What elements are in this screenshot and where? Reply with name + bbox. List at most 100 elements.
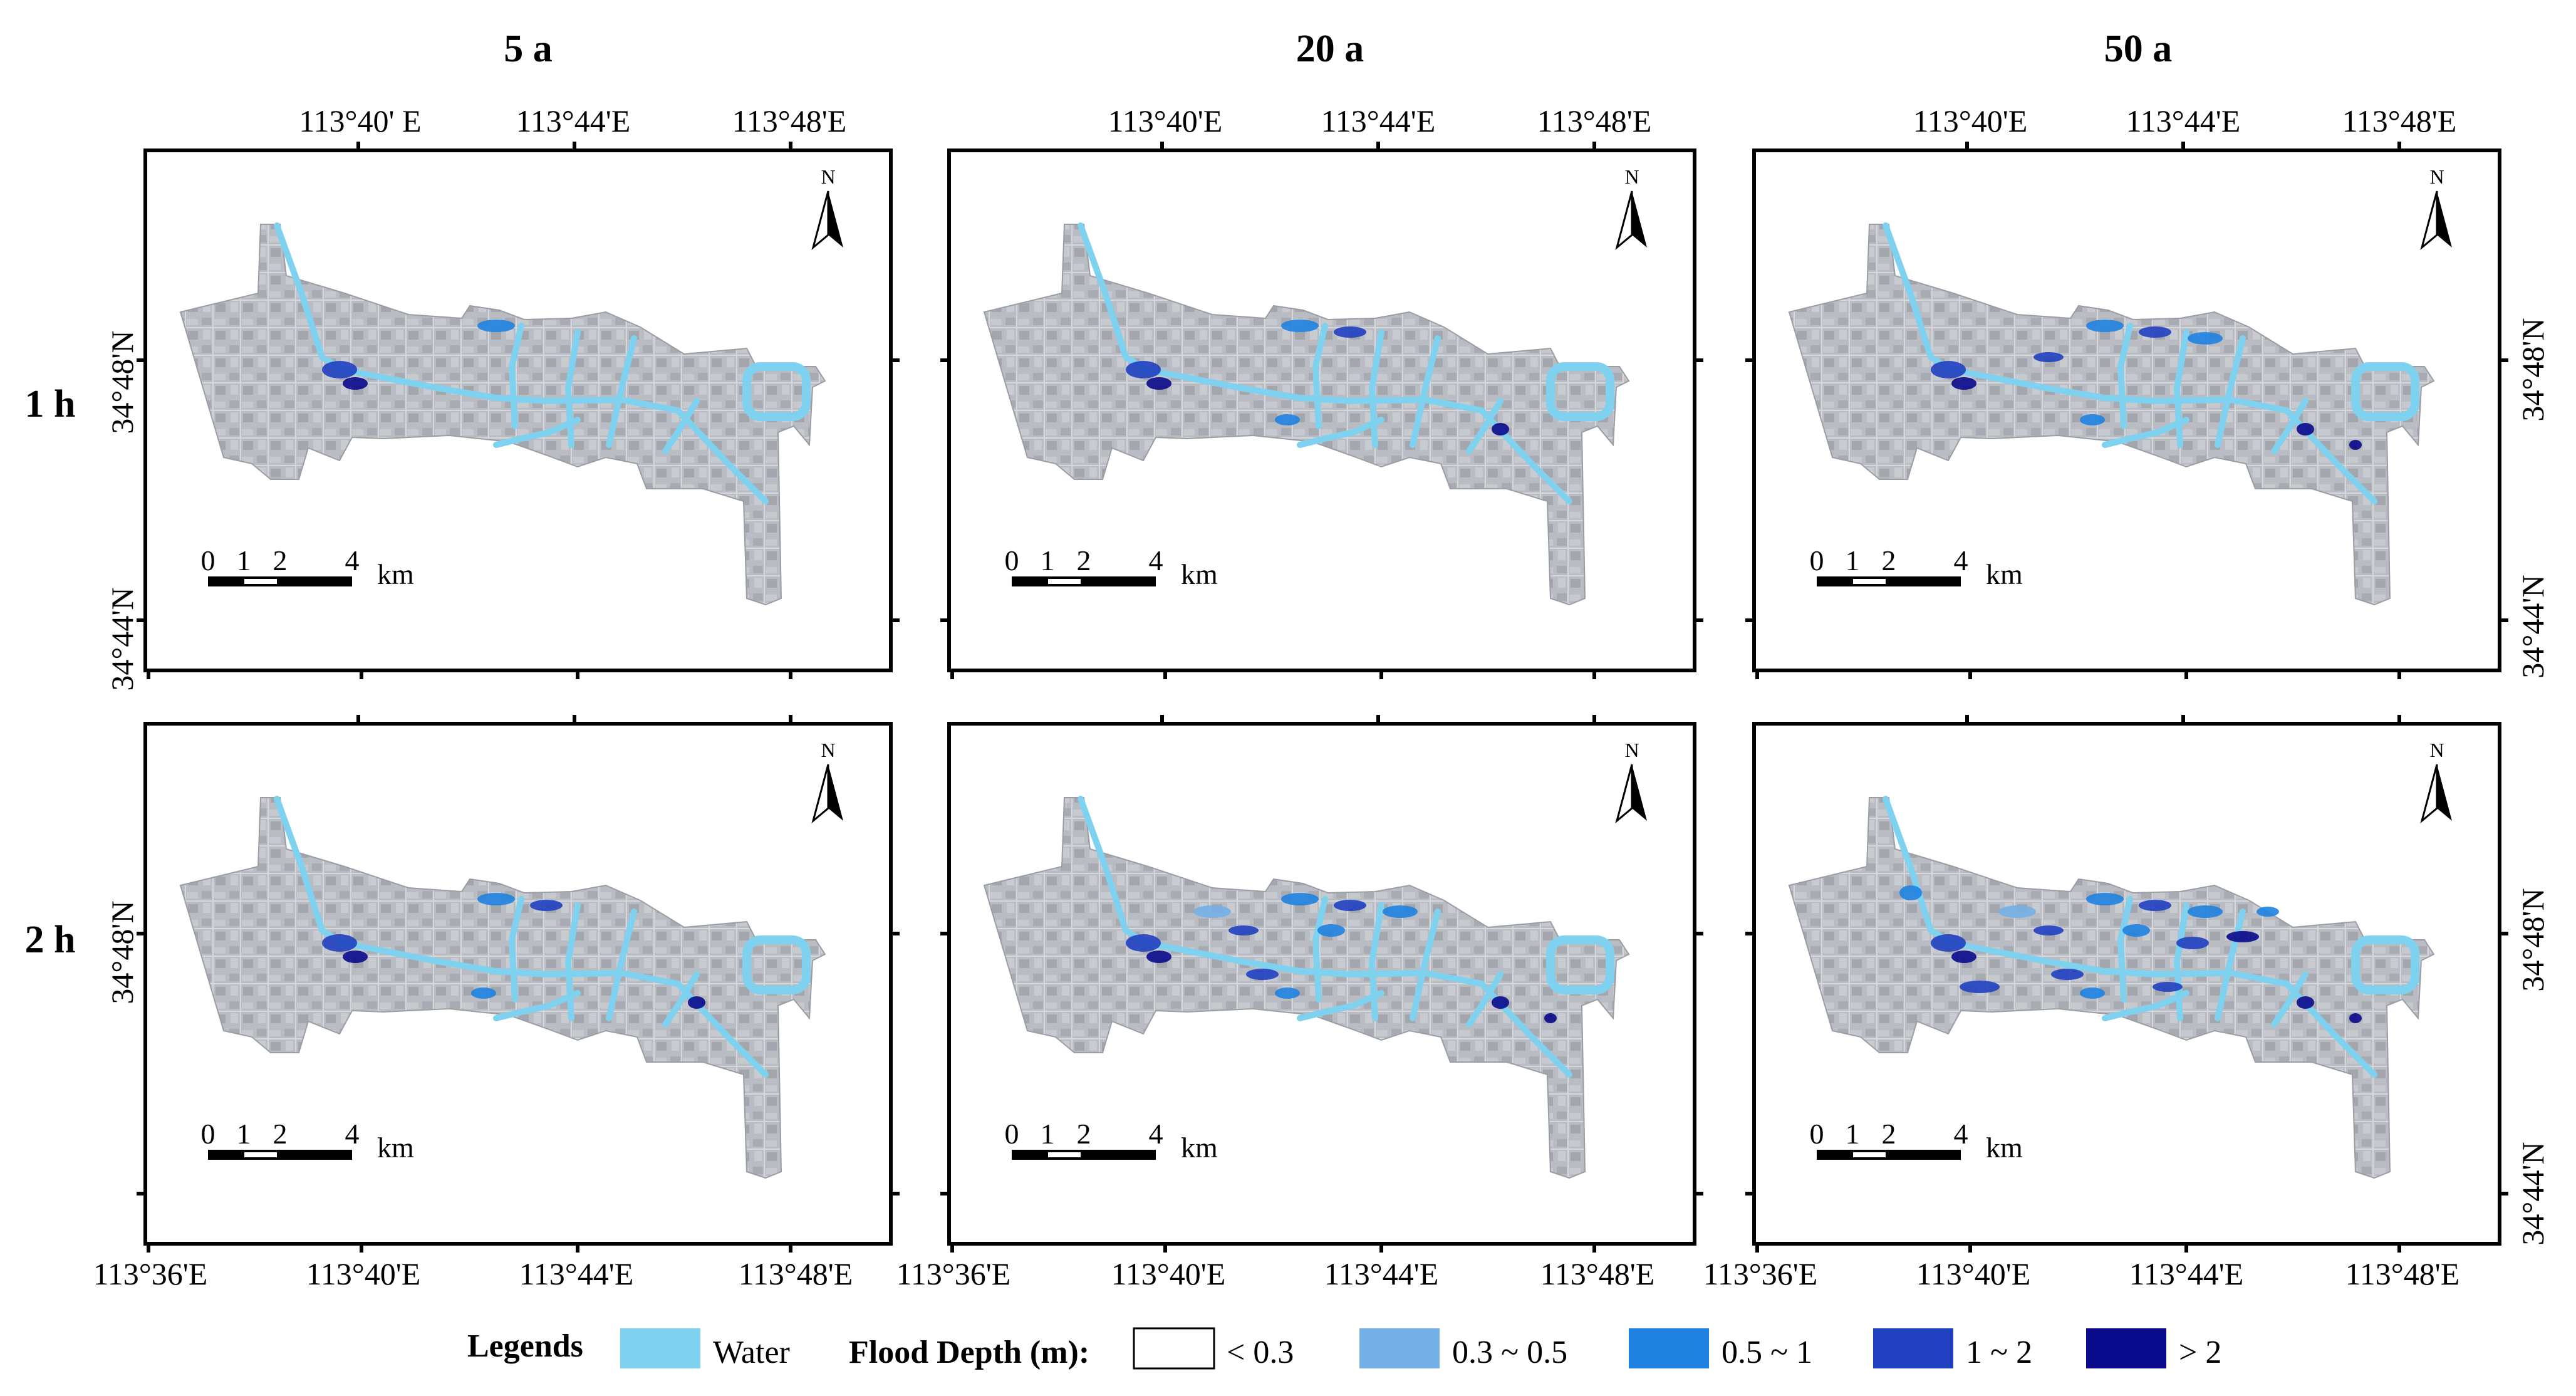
river — [274, 222, 769, 504]
scale-bar: 0 1 2 4 km — [1005, 1118, 1218, 1164]
lat-label: 34°48'N — [105, 330, 140, 434]
river — [662, 971, 700, 1028]
legend-classes: < 0.3 0.3 ~ 0.5 0.5 ~ 1 1 ~ 2 > 2 — [1133, 1327, 2221, 1370]
flood-patch — [1317, 924, 1345, 937]
flood-patch — [1998, 905, 2036, 918]
column-title-5a: 5 a — [504, 28, 553, 70]
legend-class-label: 0.3 ~ 0.5 — [1452, 1335, 1567, 1370]
scale-bar-unit: km — [1181, 1132, 1218, 1164]
map-panel: N 0 1 2 4 km — [137, 715, 900, 1253]
flood-patch — [322, 934, 357, 952]
flood-patch — [1383, 905, 1418, 918]
river — [2117, 896, 2133, 1003]
lon-label: 113°48'E — [1540, 1256, 1655, 1291]
river — [1312, 896, 1328, 1003]
lat-label: 34°48'N — [2515, 318, 2550, 421]
scale-bar: 0 1 2 4 km — [201, 1118, 415, 1164]
river — [1312, 323, 1328, 429]
flood-patch — [2080, 414, 2105, 425]
flood-patch — [1228, 925, 1259, 935]
lake — [1546, 935, 1614, 994]
north-label: N — [2429, 165, 2444, 188]
study-area-imagery — [179, 797, 826, 1179]
legend-class-label: 1 ~ 2 — [1966, 1335, 2032, 1370]
legend-water-label: Water — [713, 1335, 790, 1370]
axis-ticks — [1745, 715, 2508, 1253]
scale-bar-tick: 0 — [201, 1118, 216, 1150]
river — [606, 909, 637, 1021]
legend-swatch — [1629, 1328, 1709, 1368]
flood-patch — [1951, 377, 1976, 390]
top-longitude-labels: 113°40' E 113°44'E 113°48'E 113°40'E 113… — [299, 103, 2456, 138]
river — [2102, 990, 2189, 1021]
river — [2271, 971, 2309, 1028]
flood-patch — [1281, 320, 1319, 332]
scale-bar-tick: 4 — [345, 1118, 360, 1150]
scale-bar-tick: 4 — [1149, 1118, 1163, 1150]
scale-bar-tick: 1 — [1846, 1118, 1860, 1150]
scale-bar-tick: 4 — [345, 544, 360, 576]
river — [493, 417, 581, 448]
scale-bar-tick: 0 — [201, 544, 216, 576]
scale-bar-bar — [1012, 576, 1156, 586]
lon-label: 113°44'E — [2129, 1256, 2244, 1291]
lake — [2351, 935, 2419, 994]
flood-patch — [2188, 332, 2223, 345]
flood-patch — [2033, 352, 2064, 362]
flood-patch — [1899, 885, 1922, 900]
lon-label: 113°40'E — [1111, 1256, 1226, 1291]
lon-label: 113°44'E — [2126, 103, 2241, 138]
river — [509, 896, 524, 1003]
scale-bar-gap — [1853, 1152, 1886, 1157]
north-arrow: N — [811, 739, 843, 824]
flood-patch — [1275, 987, 1300, 999]
river — [1410, 335, 1441, 448]
map-panel: N 0 1 2 4 km — [940, 715, 1703, 1253]
axis-ticks — [137, 715, 900, 1253]
column-title-20a: 20 a — [1296, 28, 1364, 70]
legend-depth-title: Flood Depth (m): — [849, 1335, 1089, 1370]
north-arrow: N — [811, 165, 843, 251]
scale-bar-unit: km — [377, 1132, 414, 1164]
flood-patch — [1960, 981, 2000, 993]
bottom-longitude-labels: 113°36'E 113°40'E 113°44'E 113°48'E 113°… — [93, 1256, 2460, 1291]
lat-label: 34°44'N — [2515, 1142, 2550, 1245]
flood-patch — [2033, 925, 2064, 935]
north-arrow-right — [828, 764, 843, 821]
map-panel: N 0 1 2 4 km — [940, 142, 1703, 679]
flood-patch — [1334, 326, 1366, 338]
flood-patch — [1281, 893, 1319, 905]
river — [662, 398, 700, 454]
flood-patch — [2188, 905, 2223, 918]
scale-bar-gap — [1048, 579, 1081, 584]
scale-bar-tick: 2 — [273, 1118, 288, 1150]
flood-patch — [2080, 987, 2105, 999]
north-arrow-right — [1632, 764, 1647, 821]
lon-label: 113°48'E — [1537, 103, 1652, 138]
lon-label: 113°36'E — [896, 1256, 1011, 1291]
legend-title: Legends — [467, 1328, 583, 1364]
lon-label: 113°44'E — [1324, 1256, 1439, 1291]
scale-bar-gap — [1853, 579, 1886, 584]
scale-bar-tick: 2 — [273, 544, 288, 576]
lon-label: 113°48'E — [739, 1256, 853, 1291]
north-arrow-right — [2437, 191, 2452, 247]
flood-patch — [2349, 1013, 2362, 1023]
scale-bar-gap — [244, 579, 277, 584]
scale-bar-unit: km — [1986, 1132, 2023, 1164]
study-area-imagery — [179, 224, 826, 606]
river — [1410, 909, 1441, 1021]
flood-patch — [2176, 937, 2209, 949]
legend-class-label: < 0.3 — [1227, 1335, 1294, 1370]
lon-label: 113°40'E — [1108, 103, 1223, 138]
row-title-1h: 1 h — [25, 383, 76, 425]
north-arrow-right — [1632, 191, 1647, 247]
scale-bar-tick: 4 — [1954, 1118, 1968, 1150]
north-label: N — [1624, 739, 1639, 761]
lon-label: 113°36'E — [1703, 1256, 1818, 1291]
scale-bar-unit: km — [1986, 558, 2023, 590]
lat-label: 34°48'N — [2515, 888, 2550, 991]
study-area-imagery — [983, 224, 1630, 606]
legend-water-swatch — [620, 1328, 700, 1368]
map-panel: N 0 1 2 4 km — [137, 142, 900, 679]
